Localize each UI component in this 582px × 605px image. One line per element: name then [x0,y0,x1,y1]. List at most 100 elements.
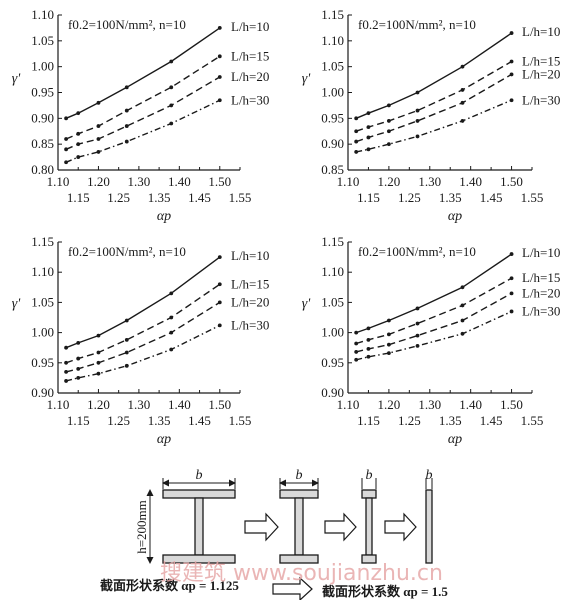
series-label: L/h=10 [231,19,269,34]
x-tick-label-top: 1.20 [87,397,110,412]
series-label: L/h=30 [231,317,269,332]
y-tick-label: 0.80 [31,162,54,177]
data-point [366,347,371,351]
x-axis-label: αp [448,432,462,447]
data-point [366,125,371,130]
data-point [169,330,174,335]
data-point [386,129,391,134]
data-point [415,108,420,113]
data-point [76,366,81,371]
x-tick-label-bottom: 1.35 [148,190,171,205]
data-point [460,119,465,123]
data-point [354,139,359,144]
y-tick-label: 1.05 [321,59,344,74]
caption-right: 截面形状系数 αp = 1.5 [322,584,448,599]
series-line [65,324,221,382]
data-point [76,376,81,380]
data-point [96,150,101,154]
x-tick-label-top: 1.20 [87,174,110,189]
series-line [65,99,221,163]
data-point [386,318,391,323]
y-axis-label: γ' [302,72,312,87]
data-point [217,255,222,259]
series-label: L/h=30 [231,92,269,107]
y-tick-label: 1.00 [31,325,54,340]
dim-h: h=200mm [134,500,149,554]
y-tick-label: 1.00 [321,85,344,100]
data-point [76,131,81,136]
data-point [64,345,68,350]
y-tick-label: 1.15 [321,234,344,249]
x-tick-label-bottom: 1.55 [521,413,544,428]
data-point [415,333,420,338]
series-label: L/h=15 [231,276,269,291]
y-tick-label: 0.90 [31,385,54,400]
data-point [169,103,174,108]
caption-arrow [272,576,313,602]
watermark: 搜建筑 www.soujianzhu.cn [160,561,443,586]
data-point [509,59,514,64]
x-tick-label-bottom: 1.45 [480,413,503,428]
y-tick-label: 1.10 [321,33,344,48]
y-tick-label: 1.15 [31,234,54,249]
data-point [415,343,420,348]
data-point [169,315,174,320]
x-tick-label-top: 1.30 [418,397,441,412]
x-tick-label-top: 1.30 [128,397,151,412]
series-line [355,32,512,119]
data-point [415,321,420,326]
y-tick-label: 1.05 [31,294,54,309]
series-label: L/h=10 [522,245,560,260]
y-axis-label: γ' [302,297,312,312]
y-axis-label: γ' [12,72,22,87]
data-point [124,85,129,90]
x-axis-label: αp [157,432,171,447]
chart-annotation: f0.2=100N/mm², n=10 [358,17,476,32]
data-point [366,111,371,116]
series-label: L/h=10 [231,248,269,263]
data-point [460,64,465,69]
data-point [354,350,359,354]
series-line [356,310,512,361]
data-point [366,326,371,331]
series-line [356,292,512,353]
data-point [509,309,514,314]
data-point [96,371,101,376]
data-point [76,142,81,147]
y-tick-label: 0.85 [321,162,344,177]
x-tick-label-top: 1.50 [208,397,231,412]
data-point [509,31,514,35]
dim-b-2: b [296,468,303,483]
data-point [386,103,391,108]
series-line [65,76,221,150]
i-section-narrow: b [361,468,377,564]
x-tick-label-top: 1.40 [459,397,482,412]
data-point [169,347,174,352]
series-line [65,27,221,119]
transition-arrow-3 [384,512,417,542]
x-tick-label-bottom: 1.35 [148,413,171,428]
y-tick-label: 0.90 [31,110,54,125]
x-axis-label: αp [448,209,462,224]
data-point [64,147,68,152]
i-section-wide: b h=200mm [134,468,236,564]
data-point [415,90,420,95]
data-point [64,160,68,165]
data-point [366,337,371,342]
data-point [217,75,222,79]
x-tick-label-bottom: 1.55 [521,190,544,205]
data-point [509,276,514,281]
series-label: L/h=15 [522,270,560,285]
data-point [354,129,359,134]
data-point [460,318,465,323]
series-label: L/h=20 [522,285,560,300]
data-point [124,350,129,355]
x-tick-label-bottom: 1.25 [107,190,130,205]
series-line [355,73,512,143]
data-point [509,98,514,103]
data-point [460,285,465,290]
data-point [460,303,465,308]
series-label: L/h=20 [231,294,269,309]
dim-b-3: b [366,468,373,483]
